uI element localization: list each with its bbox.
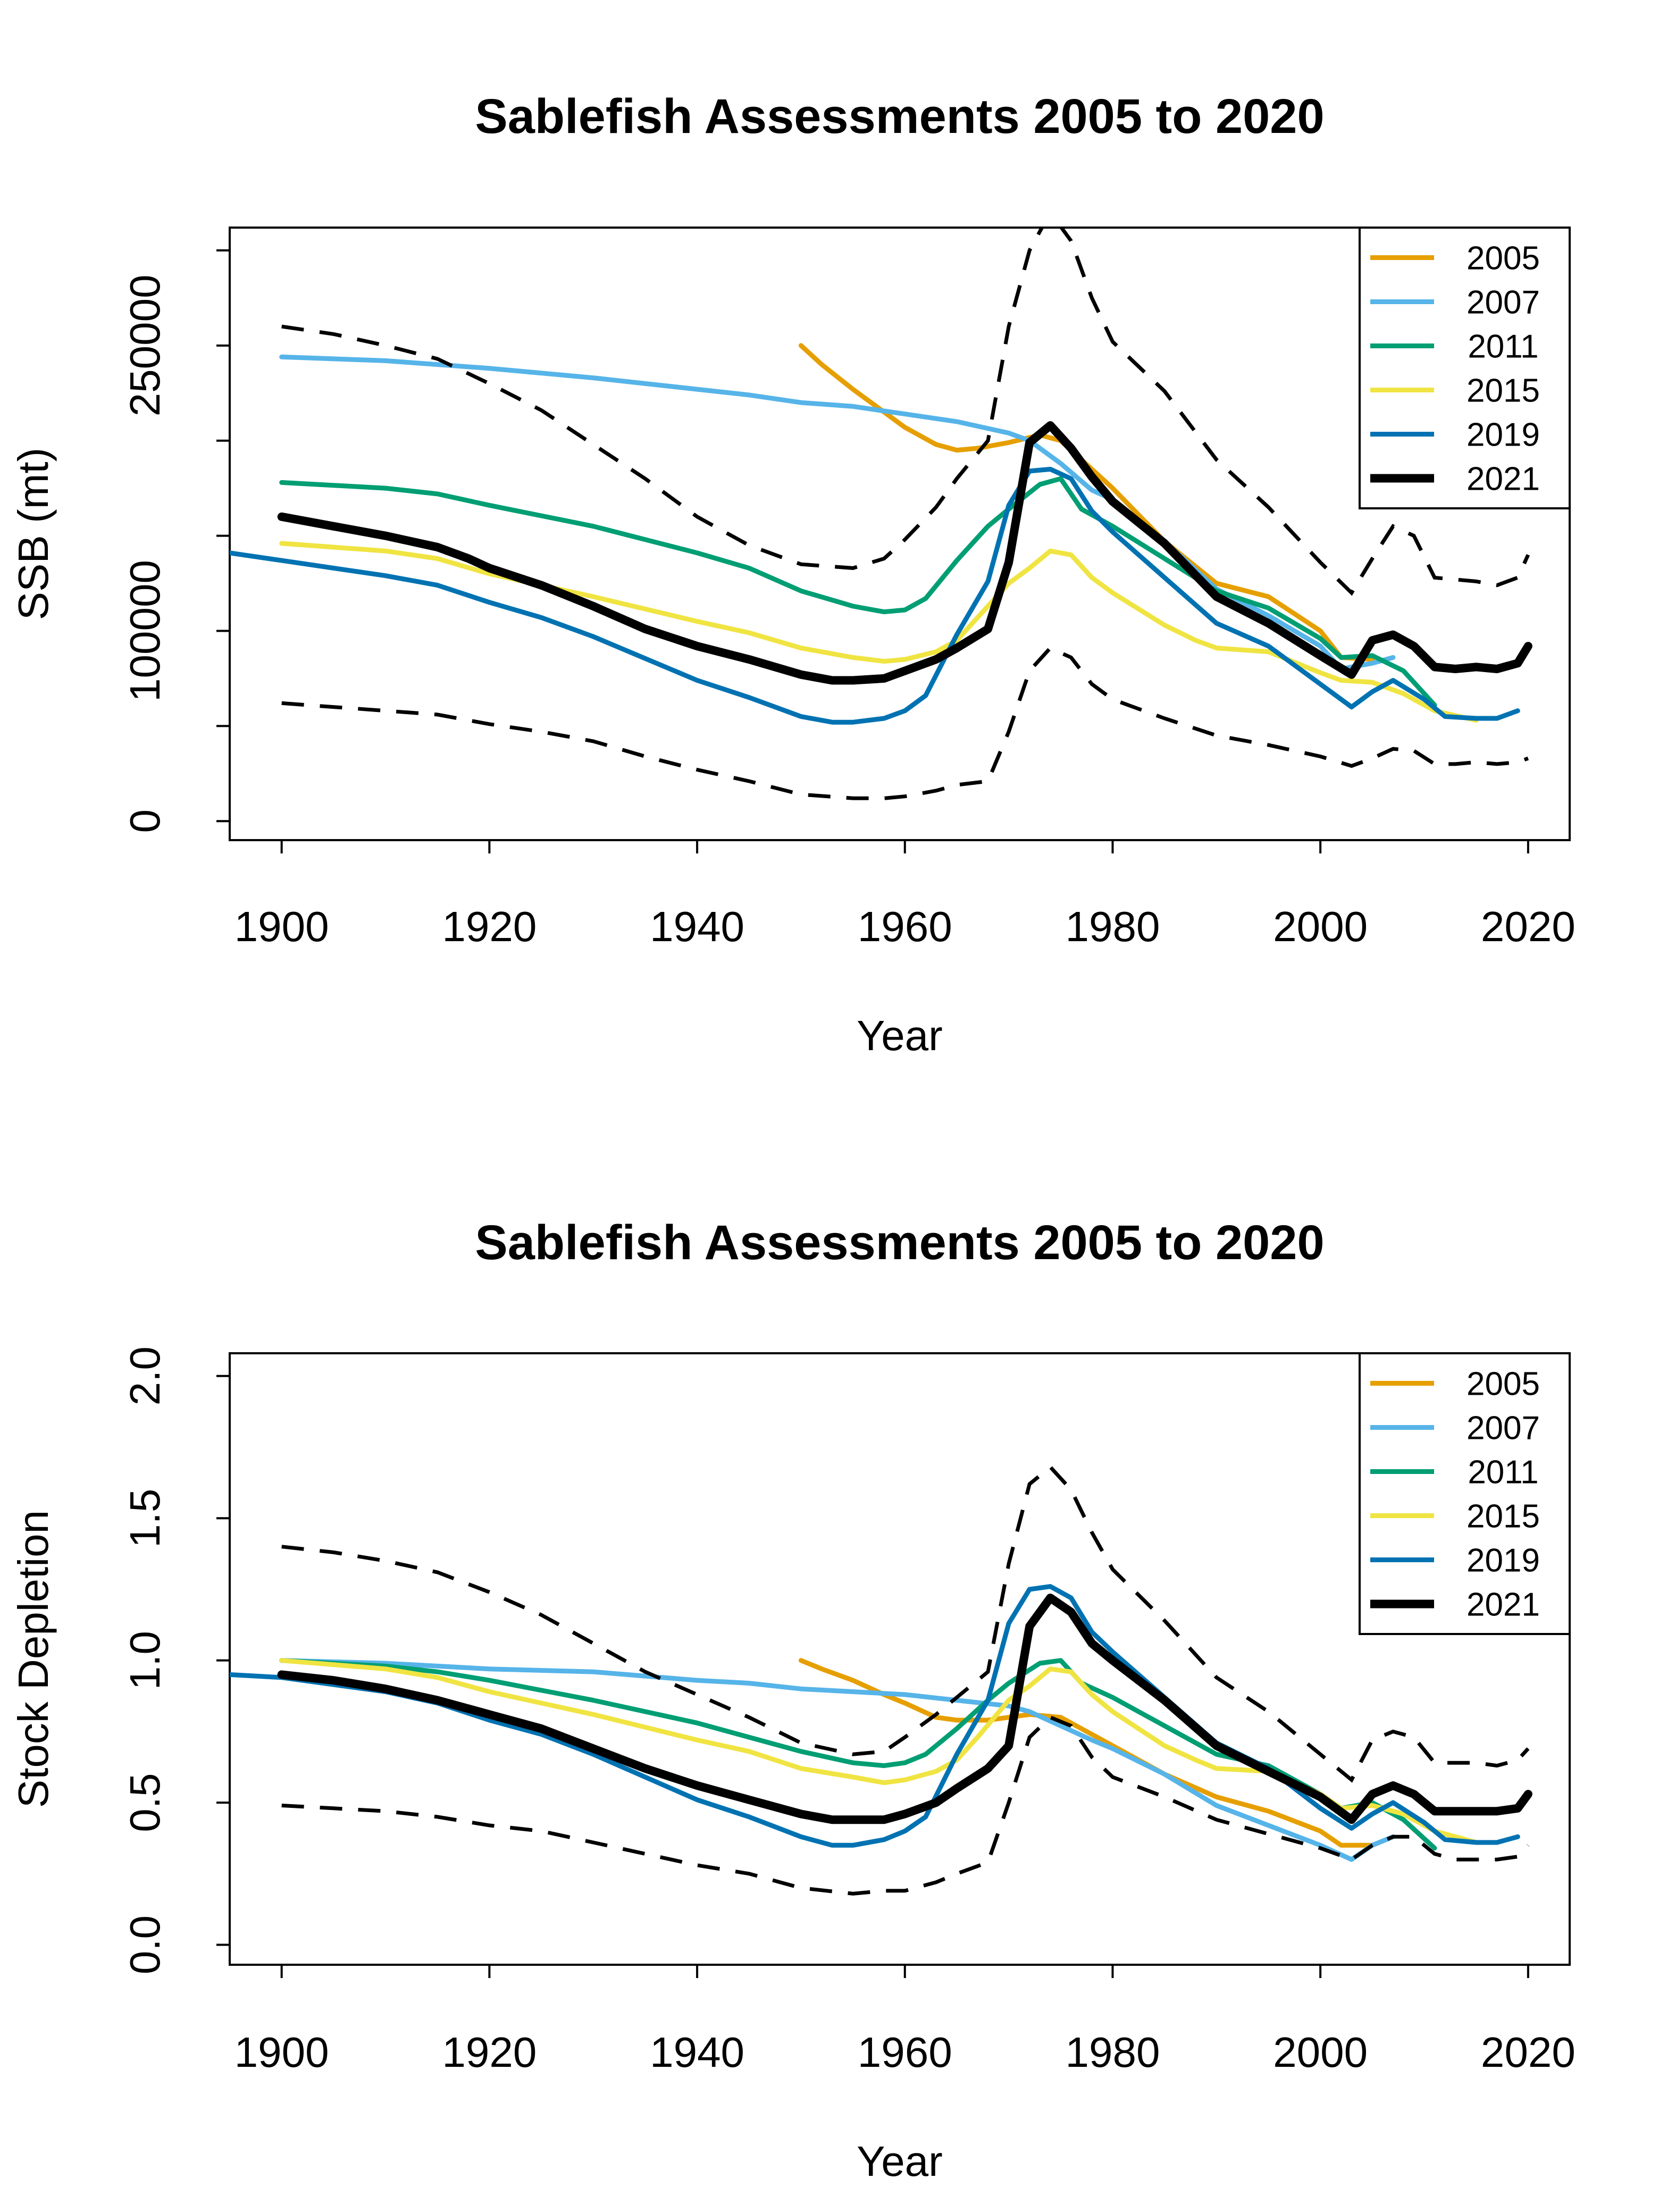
x-tick-label: 2020 bbox=[1481, 903, 1576, 950]
series-line-2015 bbox=[279, 1658, 1479, 1845]
upper-interval-line bbox=[281, 228, 1530, 596]
series-line-2019 bbox=[230, 466, 1520, 725]
x-tick-label: 1940 bbox=[650, 903, 744, 950]
y-axis: 0 100000 250000 bbox=[121, 249, 230, 833]
plot-frame bbox=[229, 227, 1571, 841]
series-line-2019 bbox=[230, 1584, 1520, 1848]
lower-interval-line bbox=[281, 1715, 1530, 1896]
legend: 2005 2007 2011 2015 2019 2021 bbox=[1359, 227, 1571, 509]
x-axis: 1900 1920 1940 1960 1980 2000 2020 bbox=[234, 840, 1576, 950]
plot-area bbox=[230, 1464, 1532, 1896]
series-line-2015 bbox=[279, 541, 1479, 723]
x-axis-label: Year bbox=[857, 2138, 943, 2185]
y-axis-label: Stock Depletion bbox=[10, 1510, 57, 1808]
lower-interval-line bbox=[281, 646, 1529, 800]
x-axis-label: Year bbox=[857, 1012, 943, 1059]
series-line-2007 bbox=[279, 354, 1396, 672]
x-tick-label: 1980 bbox=[1065, 2029, 1160, 2076]
y-tick-label: 2.0 bbox=[121, 1346, 169, 1405]
legend-label: 2005 bbox=[1467, 1366, 1540, 1403]
chart-title: Sablefish Assessments 2005 to 2020 bbox=[475, 89, 1324, 144]
y-tick-label: 0.0 bbox=[121, 1915, 169, 1974]
legend-label: 2007 bbox=[1467, 284, 1540, 321]
y-tick-label: 1.5 bbox=[121, 1489, 169, 1548]
legend-label: 2011 bbox=[1468, 1454, 1538, 1491]
legend-label: 2019 bbox=[1467, 417, 1540, 454]
y-tick-label: 1.0 bbox=[121, 1631, 169, 1690]
y-tick-label: 250000 bbox=[121, 274, 169, 416]
legend: 2005 2007 2011 2015 2019 2021 bbox=[1359, 1352, 1571, 1635]
legend-label: 2015 bbox=[1467, 373, 1540, 409]
y-axis: 0.0 0.5 1.0 1.5 2.0 bbox=[121, 1346, 230, 1974]
legend-box bbox=[1359, 1352, 1571, 1635]
legend-label: 2015 bbox=[1467, 1498, 1540, 1535]
series-line-2011 bbox=[279, 476, 1437, 708]
plot-area bbox=[230, 228, 1532, 800]
y-tick-label: 0.5 bbox=[121, 1773, 169, 1832]
x-tick-label: 2000 bbox=[1273, 2029, 1368, 2076]
x-tick-label: 1960 bbox=[858, 903, 952, 950]
x-axis: 1900 1920 1940 1960 1980 2000 2020 bbox=[234, 1965, 1576, 2076]
x-tick-label: 1920 bbox=[442, 903, 537, 950]
y-tick-label: 0 bbox=[121, 809, 169, 833]
series-line-2021 bbox=[277, 421, 1532, 685]
x-tick-label: 1920 bbox=[442, 2029, 537, 2076]
x-tick-label: 1940 bbox=[650, 2029, 744, 2076]
plot-frame bbox=[229, 1352, 1571, 1966]
legend-label: 2011 bbox=[1468, 329, 1538, 365]
legend-label: 2021 bbox=[1467, 1587, 1540, 1623]
chart-title: Sablefish Assessments 2005 to 2020 bbox=[475, 1216, 1324, 1270]
x-tick-label: 1980 bbox=[1065, 903, 1160, 950]
legend-label: 2019 bbox=[1467, 1543, 1540, 1579]
upper-interval-line bbox=[281, 1464, 1530, 1783]
x-tick-label: 2020 bbox=[1481, 2029, 1576, 2076]
series-line-2021 bbox=[277, 1594, 1532, 1824]
x-tick-label: 1960 bbox=[858, 2029, 952, 2076]
legend-box bbox=[1359, 227, 1571, 509]
y-tick-label: 100000 bbox=[121, 560, 169, 702]
legend-label: 2007 bbox=[1467, 1410, 1540, 1447]
x-tick-label: 1900 bbox=[234, 903, 329, 950]
x-tick-label: 1900 bbox=[234, 2029, 329, 2076]
legend-label: 2021 bbox=[1467, 461, 1540, 498]
y-axis-label: SSB (mt) bbox=[10, 448, 57, 620]
legend-label: 2005 bbox=[1467, 240, 1540, 277]
x-tick-label: 2000 bbox=[1273, 903, 1368, 950]
